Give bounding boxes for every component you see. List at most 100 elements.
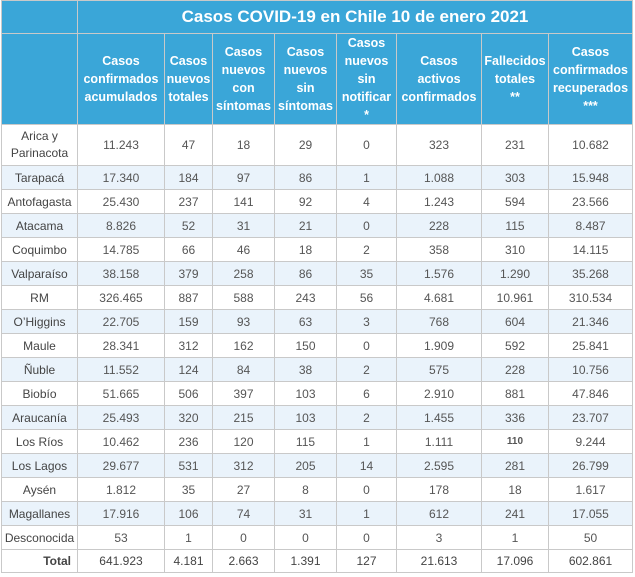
table-cell: 228 bbox=[481, 357, 549, 382]
table-cell: 531 bbox=[164, 453, 213, 478]
table-cell: 18 bbox=[274, 237, 337, 262]
region-name: Arica y Parinacota bbox=[1, 124, 78, 166]
table-cell: 184 bbox=[164, 165, 213, 190]
table-cell: 1.111 bbox=[396, 429, 482, 454]
region-name: Biobío bbox=[1, 381, 78, 406]
table-cell: 150 bbox=[274, 333, 337, 358]
table-cell: 231 bbox=[481, 124, 549, 166]
table-cell: 38.158 bbox=[77, 261, 165, 286]
table-cell: 35.268 bbox=[547, 261, 634, 286]
total-cell: 1.391 bbox=[274, 549, 337, 573]
table-cell: 310 bbox=[481, 237, 549, 262]
table-cell: 4 bbox=[336, 189, 397, 214]
table-cell: 323 bbox=[396, 124, 482, 166]
table-cell: 124 bbox=[164, 357, 213, 382]
table-cell: 178 bbox=[396, 477, 482, 502]
table-cell: 141 bbox=[212, 189, 275, 214]
table-cell: 93 bbox=[212, 309, 275, 334]
table-cell: 53 bbox=[77, 525, 165, 550]
table-cell: 50 bbox=[547, 525, 634, 550]
table-cell: 63 bbox=[274, 309, 337, 334]
table-cell: 29 bbox=[274, 124, 337, 166]
table-cell: 17.916 bbox=[77, 501, 165, 526]
table-cell: 84 bbox=[212, 357, 275, 382]
table-cell: 0 bbox=[336, 213, 397, 238]
table-cell: 27 bbox=[212, 477, 275, 502]
table-cell: 336 bbox=[481, 405, 549, 430]
column-header: Casos activos confirmados bbox=[396, 33, 482, 125]
table-cell: 25.430 bbox=[77, 189, 165, 214]
table-row: Aysén 1.812 35 27 8 0 178 18 1.617 bbox=[1, 477, 634, 502]
header-corner-cell bbox=[1, 33, 78, 125]
table-cell: 237 bbox=[164, 189, 213, 214]
table-cell: 312 bbox=[212, 453, 275, 478]
region-name: Atacama bbox=[1, 213, 78, 238]
region-name: Magallanes bbox=[1, 501, 78, 526]
table-cell: 612 bbox=[396, 501, 482, 526]
table-cell: 1 bbox=[336, 501, 397, 526]
table-cell: 10.961 bbox=[481, 285, 549, 310]
region-name: Los Lagos bbox=[1, 453, 78, 478]
table-cell: 15.948 bbox=[547, 165, 634, 190]
column-header: Casos confirmados acumulados bbox=[77, 33, 165, 125]
table-body: Arica y Parinacota 11.243 47 18 29 0 323 231 10.… bbox=[1, 124, 634, 573]
table-cell: 236 bbox=[164, 429, 213, 454]
table-cell: 8.826 bbox=[77, 213, 165, 238]
table-cell: 506 bbox=[164, 381, 213, 406]
column-header: Casos confirmados recuperados *** bbox=[547, 33, 634, 125]
table-cell: 52 bbox=[164, 213, 213, 238]
table-cell: 588 bbox=[212, 285, 275, 310]
table-row: Tarapacá 17.340 184 97 86 1 1.088 303 15.948 bbox=[1, 165, 634, 190]
region-name: Antofagasta bbox=[1, 189, 78, 214]
table-cell: 29.677 bbox=[77, 453, 165, 478]
table-cell: 51.665 bbox=[77, 381, 165, 406]
table-cell: 17.340 bbox=[77, 165, 165, 190]
column-header: Fallecidos totales ** bbox=[481, 33, 549, 125]
table-cell: 215 bbox=[212, 405, 275, 430]
table-cell: 604 bbox=[481, 309, 549, 334]
total-cell: 17.096 bbox=[481, 549, 549, 573]
table-cell: 8.487 bbox=[547, 213, 634, 238]
table-cell: 303 bbox=[481, 165, 549, 190]
table-row: Arica y Parinacota 11.243 47 18 29 0 323 231 10.… bbox=[1, 124, 634, 166]
table-cell: 74 bbox=[212, 501, 275, 526]
table-row: Antofagasta 25.430 237 141 92 4 1.243 594 23.566 bbox=[1, 189, 634, 214]
table-cell: 23.707 bbox=[547, 405, 634, 430]
table-cell: 8 bbox=[274, 477, 337, 502]
table-cell: 86 bbox=[274, 165, 337, 190]
table-row: Ñuble 11.552 124 84 38 2 575 228 10.756 bbox=[1, 357, 634, 382]
table-cell: 2 bbox=[336, 357, 397, 382]
table-cell: 103 bbox=[274, 381, 337, 406]
region-name: Maule bbox=[1, 333, 78, 358]
table-cell: 3 bbox=[396, 525, 482, 550]
table-cell: 56 bbox=[336, 285, 397, 310]
table-cell: 205 bbox=[274, 453, 337, 478]
table-cell: 281 bbox=[481, 453, 549, 478]
table-cell: 3 bbox=[336, 309, 397, 334]
table-cell: 18 bbox=[481, 477, 549, 502]
table-cell: 1.576 bbox=[396, 261, 482, 286]
total-cell: 21.613 bbox=[396, 549, 482, 573]
table-cell: 26.799 bbox=[547, 453, 634, 478]
table-row: Desconocida 53 1 0 0 0 3 1 50 bbox=[1, 525, 634, 550]
table-cell: 0 bbox=[336, 124, 397, 166]
total-cell: 641.923 bbox=[77, 549, 165, 573]
table-cell: 35 bbox=[164, 477, 213, 502]
region-name: Valparaíso bbox=[1, 261, 78, 286]
table-cell: 120 bbox=[212, 429, 275, 454]
table-row: Atacama 8.826 52 31 21 0 228 115 8.487 bbox=[1, 213, 634, 238]
table-cell: 115 bbox=[274, 429, 337, 454]
table-row: Coquimbo 14.785 66 46 18 2 358 310 14.115 bbox=[1, 237, 634, 262]
table-cell: 310.534 bbox=[547, 285, 634, 310]
table-cell: 2 bbox=[336, 405, 397, 430]
table-cell: 92 bbox=[274, 189, 337, 214]
table-cell: 28.341 bbox=[77, 333, 165, 358]
table-cell: 11.552 bbox=[77, 357, 165, 382]
table-cell: 243 bbox=[274, 285, 337, 310]
total-label: Total bbox=[1, 549, 78, 573]
total-cell: 602.861 bbox=[547, 549, 634, 573]
table-cell: 0 bbox=[274, 525, 337, 550]
table-row: O’Higgins 22.705 159 93 63 3 768 604 21.346 bbox=[1, 309, 634, 334]
total-cell: 4.181 bbox=[164, 549, 213, 573]
